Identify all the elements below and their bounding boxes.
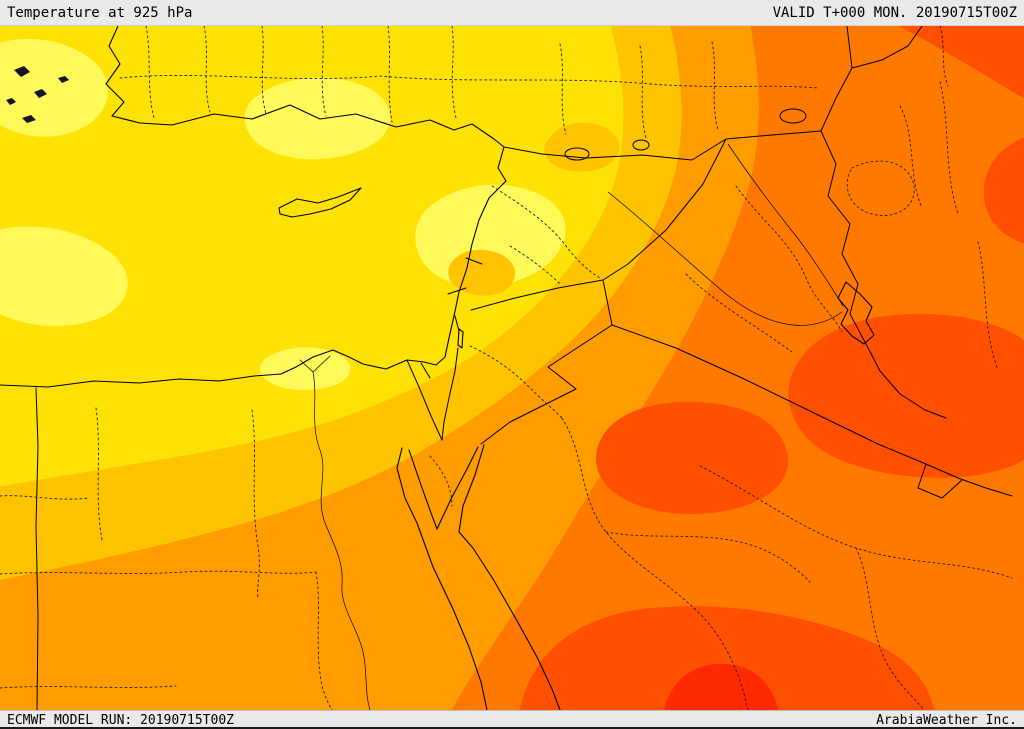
admin-border <box>95 407 103 541</box>
admin-border <box>251 409 260 599</box>
admin-border <box>685 273 793 353</box>
syria-jordan-border <box>470 279 604 311</box>
country-borders <box>35 26 1013 710</box>
admin-border <box>491 185 601 279</box>
map-canvas <box>0 26 1024 710</box>
admin-border <box>899 105 923 209</box>
euphrates-river <box>607 191 843 326</box>
lakes <box>564 108 807 161</box>
rivers <box>299 143 844 710</box>
admin-border <box>387 26 393 123</box>
turkey-northeast-border <box>820 26 923 132</box>
admin-borders <box>0 26 1013 710</box>
island-icon <box>6 98 16 105</box>
admin-border <box>939 81 959 215</box>
admin-border <box>321 26 327 117</box>
admin-border <box>939 26 949 87</box>
tigris-river <box>727 143 844 307</box>
nile-delta-branch <box>299 355 331 373</box>
band-pale-blob <box>0 226 128 327</box>
admin-border <box>261 26 267 115</box>
island-icon <box>34 89 47 98</box>
band-hot-blob <box>595 401 789 515</box>
temperature-bands <box>0 26 1024 710</box>
admin-border <box>451 26 457 119</box>
admin-border <box>0 570 317 575</box>
admin-border <box>605 531 811 583</box>
egypt-libya-border <box>35 387 39 710</box>
footer-bar: ECMWF MODEL RUN: 20190715T00Z ArabiaWeat… <box>0 710 1024 728</box>
lake-outline <box>779 108 807 124</box>
band-warm-spot <box>448 249 516 296</box>
admin-border <box>0 685 177 689</box>
lebanon-borders <box>447 257 483 295</box>
coastlines <box>0 26 875 710</box>
header-bar: Temperature at 925 hPa VALID T+000 MON. … <box>0 0 1024 26</box>
admin-border <box>561 417 749 710</box>
island-icon <box>14 66 30 77</box>
cyprus-island-outline <box>278 187 362 218</box>
red-sea-east-coastline <box>458 444 561 710</box>
jordan-iraq-border <box>602 279 613 326</box>
admin-border <box>977 241 999 371</box>
admin-border <box>145 26 155 119</box>
band-warm-spot <box>544 122 620 172</box>
iraq-saudi-border <box>611 324 1013 497</box>
admin-border <box>509 245 561 285</box>
iran-iraq-border <box>820 130 947 419</box>
red-sea-west-coastline <box>396 447 488 710</box>
band-hot-blob <box>788 313 1024 478</box>
temperature-map-svg <box>0 26 1024 710</box>
band-hot-blob <box>519 606 935 710</box>
credit-label: ArabiaWeather Inc. <box>876 712 1017 728</box>
admin-border <box>429 455 453 507</box>
admin-border <box>846 160 915 216</box>
band-pale-blob <box>0 38 108 137</box>
persian-gulf-tip-coastline <box>837 281 875 345</box>
admin-border <box>855 547 925 710</box>
syria-iraq-border <box>602 138 727 281</box>
band-hottest-core <box>664 663 779 710</box>
sinai-east-coast <box>436 446 479 530</box>
admin-border <box>469 345 563 419</box>
egypt-israel-border <box>406 359 443 441</box>
band-deep-orange-region <box>451 26 1024 710</box>
dead-sea-outline <box>457 328 464 349</box>
admin-border <box>559 43 567 135</box>
jordan-valley-border <box>441 315 460 441</box>
admin-border <box>119 74 819 89</box>
band-hot-blob <box>983 137 1024 244</box>
lake-outline <box>632 139 650 151</box>
map-title: Temperature at 925 hPa <box>7 4 193 21</box>
turkey-syria-iraq-border <box>503 130 822 161</box>
lake-outline <box>564 147 590 161</box>
model-run-label: ECMWF MODEL RUN: 20190715T00Z <box>7 712 234 728</box>
band-hot-blob <box>898 26 1024 99</box>
island-icon <box>58 76 69 83</box>
admin-border <box>639 45 647 139</box>
valid-time-label: VALID T+000 MON. 20190715T00Z <box>772 4 1017 21</box>
gulf-of-suez-east-shore <box>408 449 438 530</box>
island-icon <box>22 115 36 123</box>
jordan-saudi-border <box>480 324 613 445</box>
nile-river <box>312 371 371 710</box>
admin-border <box>735 185 843 333</box>
mediterranean-coastline <box>0 26 507 388</box>
aegean-islands <box>6 66 69 123</box>
gaza-border <box>420 362 431 379</box>
kuwait-border <box>917 463 963 499</box>
